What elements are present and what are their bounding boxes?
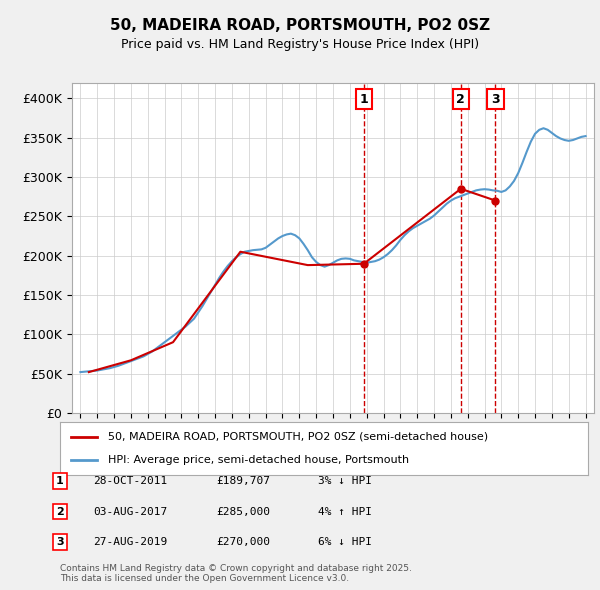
Text: 28-OCT-2011: 28-OCT-2011: [93, 476, 167, 486]
Text: 6% ↓ HPI: 6% ↓ HPI: [318, 537, 372, 547]
Text: 3: 3: [491, 93, 500, 106]
Text: 2: 2: [457, 93, 465, 106]
Text: £285,000: £285,000: [216, 507, 270, 516]
Text: 27-AUG-2019: 27-AUG-2019: [93, 537, 167, 547]
Text: 03-AUG-2017: 03-AUG-2017: [93, 507, 167, 516]
Text: 4% ↑ HPI: 4% ↑ HPI: [318, 507, 372, 516]
Text: Contains HM Land Registry data © Crown copyright and database right 2025.
This d: Contains HM Land Registry data © Crown c…: [60, 563, 412, 583]
Text: £270,000: £270,000: [216, 537, 270, 547]
Text: 50, MADEIRA ROAD, PORTSMOUTH, PO2 0SZ (semi-detached house): 50, MADEIRA ROAD, PORTSMOUTH, PO2 0SZ (s…: [107, 432, 488, 442]
Text: 50, MADEIRA ROAD, PORTSMOUTH, PO2 0SZ: 50, MADEIRA ROAD, PORTSMOUTH, PO2 0SZ: [110, 18, 490, 32]
Text: 1: 1: [359, 93, 368, 106]
Text: Price paid vs. HM Land Registry's House Price Index (HPI): Price paid vs. HM Land Registry's House …: [121, 38, 479, 51]
Text: £189,707: £189,707: [216, 476, 270, 486]
Text: 2: 2: [56, 507, 64, 516]
Text: 3% ↓ HPI: 3% ↓ HPI: [318, 476, 372, 486]
Text: 3: 3: [56, 537, 64, 547]
Text: HPI: Average price, semi-detached house, Portsmouth: HPI: Average price, semi-detached house,…: [107, 455, 409, 465]
Text: 1: 1: [56, 476, 64, 486]
